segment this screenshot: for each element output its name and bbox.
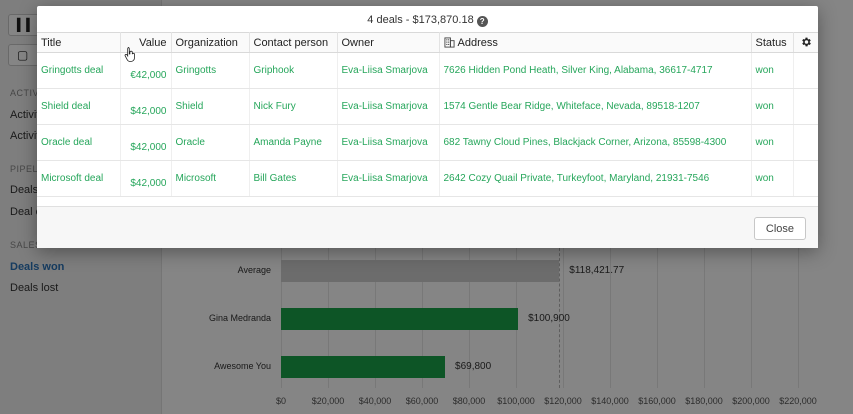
chart-x-tick-label: $80,000 <box>452 396 486 406</box>
sidebar-item-deals[interactable]: Deals <box>10 184 39 196</box>
chart-gridline <box>610 248 611 388</box>
chart-x-tick-label: $220,000 <box>779 396 817 406</box>
cell-empty <box>793 88 818 125</box>
cell-owner[interactable]: Eva-Liisa Smarjova <box>337 160 440 197</box>
chart-x-tick-label: $40,000 <box>358 396 392 406</box>
chart-category-label: Gina Medranda <box>208 313 271 323</box>
table-row[interactable]: Oracle deal $42,000 Oracle Amanda Payne … <box>37 124 818 161</box>
cell-contact-person[interactable]: Nick Fury <box>249 88 338 125</box>
chart-category-label: Awesome You <box>214 361 271 371</box>
cell-owner[interactable]: Eva-Liisa Smarjova <box>337 52 440 89</box>
cell-status: won <box>751 88 794 125</box>
chart-x-tick-label: $160,000 <box>638 396 676 406</box>
chart-x-tick-label: $0 <box>275 396 286 406</box>
cell-status: won <box>751 124 794 161</box>
sidebar-item-deal-conversion[interactable]: Deal c <box>10 206 42 218</box>
sidebar-item-deals-won[interactable]: Deals won <box>10 261 65 273</box>
chart-category-label: Average <box>237 265 271 275</box>
cell-value: $42,000 <box>120 160 172 197</box>
table-row[interactable]: Gringotts deal €42,000 Gringotts Griphoo… <box>37 52 818 89</box>
gear-icon <box>801 37 811 47</box>
cell-organization[interactable]: Microsoft <box>171 160 250 197</box>
sidebar-item-deals-lost[interactable]: Deals lost <box>10 282 59 294</box>
cell-empty <box>793 160 818 197</box>
column-header-address[interactable]: Address <box>439 32 752 53</box>
chart-bar[interactable] <box>281 356 446 378</box>
chart-gridline <box>657 248 658 388</box>
chart-bar-value-label: $118,421.77 <box>569 265 625 276</box>
column-header-contact-person[interactable]: Contact person <box>249 32 338 53</box>
sidebar-item-activities-2[interactable]: Activit <box>10 130 40 142</box>
cell-owner[interactable]: Eva-Liisa Smarjova <box>337 124 440 161</box>
chart-gridline <box>751 248 752 388</box>
sidebar-section-pipeline: PIPELIN <box>10 164 49 174</box>
chart-x-tick-label: $120,000 <box>544 396 582 406</box>
table-row[interactable]: Microsoft deal $42,000 Microsoft Bill Ga… <box>37 160 818 197</box>
chart-gridline <box>704 248 705 388</box>
chart-bar-value-label: $100,900 <box>528 313 570 324</box>
question-circle-icon[interactable]: ? <box>476 16 488 27</box>
chart-gridline <box>798 248 799 388</box>
cell-title[interactable]: Microsoft deal <box>37 160 121 197</box>
column-header-address-label: Address <box>457 36 498 49</box>
cell-address[interactable]: 2642 Cozy Quail Private, Turkeyfoot, Mar… <box>439 160 752 197</box>
chart-x-tick-label: $180,000 <box>685 396 723 406</box>
column-header-status[interactable]: Status <box>751 32 794 53</box>
building-icon <box>443 36 455 48</box>
cell-value: $42,000 <box>120 124 172 161</box>
modal-title-text: 4 deals - $173,870.18 <box>367 14 474 26</box>
chart-x-tick-label: $60,000 <box>405 396 439 406</box>
cell-title[interactable]: Shield deal <box>37 88 121 125</box>
chart-x-tick-label: $140,000 <box>591 396 629 406</box>
cell-empty <box>793 52 818 89</box>
modal-title: 4 deals - $173,870.18? <box>37 6 818 32</box>
calendar-icon: ▢ <box>17 48 29 62</box>
chart-bar[interactable] <box>281 260 560 282</box>
cell-organization[interactable]: Oracle <box>171 124 250 161</box>
modal-footer: Close <box>37 206 818 248</box>
chart-bar-value-label: $69,800 <box>455 361 492 372</box>
cell-title[interactable]: Gringotts deal <box>37 52 121 89</box>
sidebar-section-activities: ACTIVIT <box>10 88 49 98</box>
table-settings-button[interactable] <box>793 32 818 53</box>
chart-x-tick-label: $20,000 <box>311 396 345 406</box>
sidebar-item-activities-1[interactable]: Activit <box>10 109 40 121</box>
cell-status: won <box>751 52 794 89</box>
cell-value: $42,000 <box>120 88 172 125</box>
close-button[interactable]: Close <box>753 217 806 240</box>
cell-empty <box>793 124 818 161</box>
column-header-value[interactable]: Value <box>120 32 172 53</box>
cell-owner[interactable]: Eva-Liisa Smarjova <box>337 88 440 125</box>
chart-average-line <box>559 248 561 388</box>
chart-x-tick-label: $100,000 <box>497 396 535 406</box>
chart-x-tick-label: $200,000 <box>732 396 770 406</box>
cell-address[interactable]: 682 Tawny Cloud Pines, Blackjack Corner,… <box>439 124 752 161</box>
cell-title[interactable]: Oracle deal <box>37 124 121 161</box>
column-header-title[interactable]: Title <box>37 32 121 53</box>
chart-gridline <box>563 248 564 388</box>
deals-table: Title Value Organization Contact person … <box>37 32 818 197</box>
cell-address[interactable]: 7626 Hidden Pond Heath, Silver King, Ala… <box>439 52 752 89</box>
cell-contact-person[interactable]: Griphook <box>249 52 338 89</box>
cell-address[interactable]: 1574 Gentle Bear Ridge, Whiteface, Nevad… <box>439 88 752 125</box>
table-header-row: Title Value Organization Contact person … <box>37 32 818 53</box>
cell-organization[interactable]: Shield <box>171 88 250 125</box>
column-header-owner[interactable]: Owner <box>337 32 440 53</box>
column-header-organization[interactable]: Organization <box>171 32 250 53</box>
deals-modal: 4 deals - $173,870.18? Title Value Organ… <box>37 6 818 248</box>
table-row[interactable]: Shield deal $42,000 Shield Nick Fury Eva… <box>37 88 818 125</box>
sidebar-section-sales: SALES <box>10 240 42 250</box>
cell-status: won <box>751 160 794 197</box>
chart-bar[interactable] <box>281 308 519 330</box>
cell-organization[interactable]: Gringotts <box>171 52 250 89</box>
hand-cursor-icon <box>124 47 135 62</box>
deals-won-chart: $0 $20,000 $40,000 $60,000 $80,000 $100,000 $1… <box>163 248 853 414</box>
cell-contact-person[interactable]: Bill Gates <box>249 160 338 197</box>
cell-contact-person[interactable]: Amanda Payne <box>249 124 338 161</box>
